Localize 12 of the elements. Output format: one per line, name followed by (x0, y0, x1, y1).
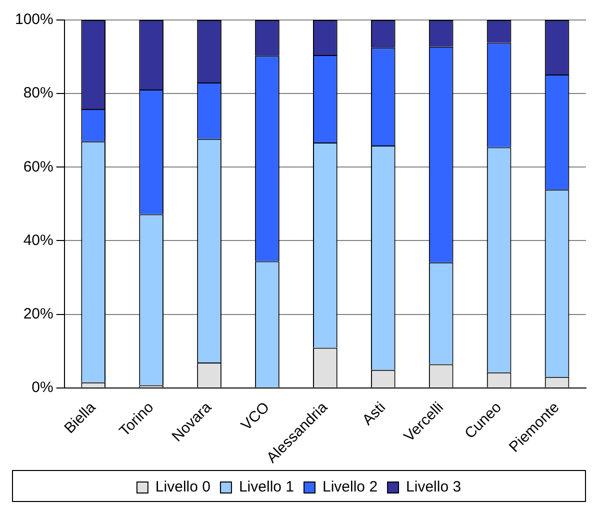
legend-label: Livello 2 (322, 478, 378, 496)
y-tick-label: 80% (23, 84, 54, 102)
legend-label: Livello 1 (238, 478, 294, 496)
y-tick-label: 100% (14, 11, 54, 28)
legend-label: Livello 3 (406, 478, 462, 496)
y-tick-label: 20% (23, 305, 54, 322)
x-tick-label: Asti (359, 398, 389, 429)
y-tick-label: 60% (23, 158, 54, 176)
legend-label: Livello 0 (155, 478, 210, 496)
y-tick-label: 0% (32, 378, 54, 396)
x-tick-label: VCO (238, 398, 273, 434)
y-tick-label: 40% (23, 232, 54, 249)
